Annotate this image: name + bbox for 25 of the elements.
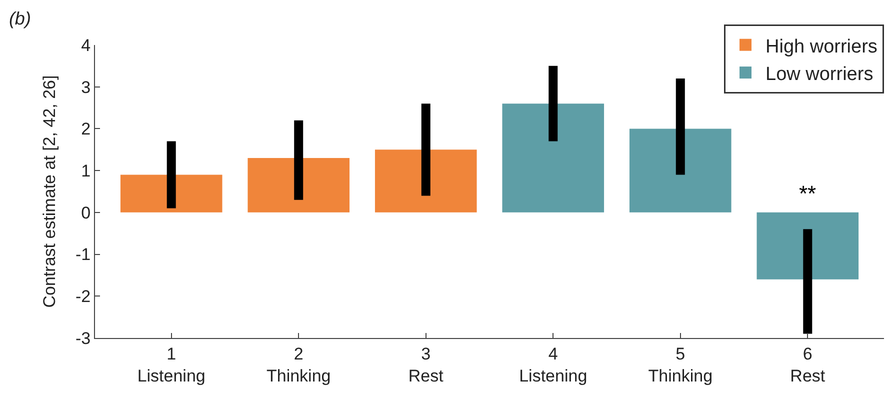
annotation: **	[799, 181, 817, 206]
bar	[502, 104, 604, 212]
y-tick-label: 0	[81, 203, 91, 222]
y-tick-label: -2	[75, 287, 91, 306]
y-tick-label: 2	[81, 120, 91, 139]
y-tick-label: 3	[81, 78, 91, 97]
bar	[374, 150, 477, 212]
y-tick-label: -1	[75, 245, 91, 264]
legend-label: High worriers	[766, 36, 878, 58]
x-tick-label: 3 Rest	[408, 344, 444, 386]
bar	[120, 174, 222, 212]
y-tick-label: 1	[81, 162, 91, 181]
x-tick-label: 4 Listening	[519, 344, 588, 386]
y-tick-label: -3	[75, 328, 91, 348]
bar	[629, 128, 732, 212]
y-axis-title: Contrast estimate at [2, 42, 26]	[40, 75, 60, 308]
chart-title: (b)	[8, 8, 31, 29]
x-tick-label: 5 Thinking	[648, 344, 713, 386]
bar	[248, 158, 350, 212]
x-tick-label: 6 Rest	[790, 344, 826, 386]
bar	[756, 212, 859, 280]
x-tick-label: 2 Thinking	[266, 344, 331, 386]
legend-label: Low worriers	[766, 64, 874, 85]
y-tick-label: 4	[81, 36, 91, 55]
x-tick-label: 1 Listening	[137, 344, 206, 386]
